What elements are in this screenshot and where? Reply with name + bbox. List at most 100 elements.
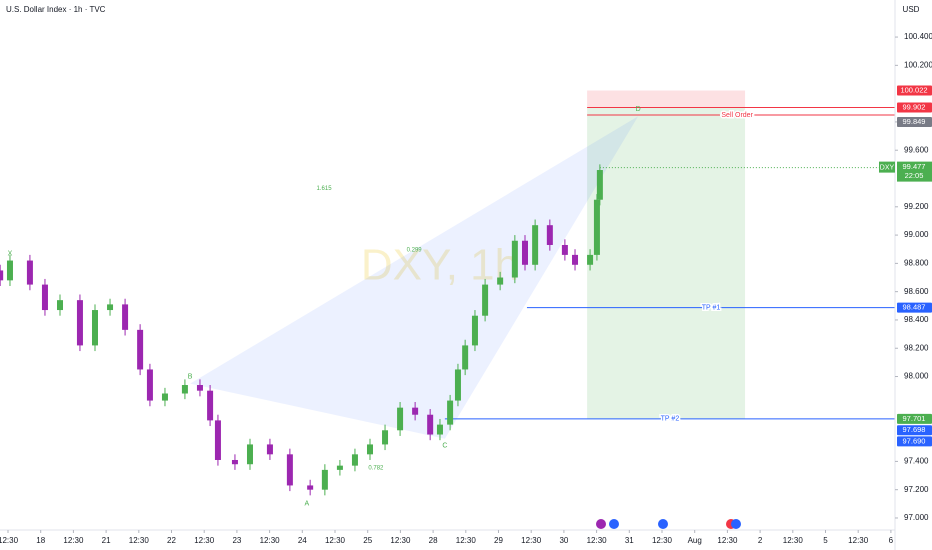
candle-body	[286, 454, 293, 486]
candle-body	[482, 284, 489, 316]
candle-body	[596, 170, 603, 200]
last-price-badge	[897, 161, 932, 182]
candle-body	[447, 400, 454, 425]
event-icon[interactable]	[731, 519, 741, 529]
price-badge-label: 99.849	[903, 117, 926, 126]
candle-body	[397, 407, 404, 431]
x-tick-label: 12:30	[194, 536, 215, 545]
event-icons	[596, 519, 741, 529]
pattern-ratio: 0.782	[368, 465, 384, 471]
price-badge	[897, 425, 932, 436]
pattern-point-label: D	[636, 106, 641, 113]
candle-body	[161, 393, 168, 401]
pattern-fill	[190, 116, 639, 439]
event-icon[interactable]	[658, 519, 668, 529]
x-tick-label: 18	[36, 536, 45, 545]
candle-body	[521, 240, 528, 265]
price-badge	[897, 302, 932, 313]
x-tick-label: 12:30	[717, 536, 738, 545]
x-tick-label: Aug	[688, 536, 702, 545]
candle-body	[412, 407, 419, 415]
event-icon[interactable]	[596, 519, 606, 529]
candle-body	[436, 424, 443, 435]
level-label: TP #2	[661, 416, 680, 423]
candle-body	[214, 420, 221, 460]
candle-body	[587, 254, 594, 265]
candle-body	[546, 225, 553, 245]
level-label: TP #1	[702, 304, 721, 311]
y-tick-label: 99.200	[904, 202, 929, 211]
x-tick-label: 5	[823, 536, 828, 545]
price-badge	[897, 436, 932, 447]
candle-body	[366, 444, 373, 455]
candle-body	[572, 254, 579, 265]
price-badge-label: 97.701	[903, 414, 926, 423]
candle-body	[231, 459, 238, 465]
last-symbol: DXY	[880, 164, 895, 171]
candle-body	[471, 315, 478, 346]
countdown: 22:05	[905, 171, 924, 180]
pattern-point-label: X	[8, 250, 13, 257]
price-badge-label: 97.698	[903, 425, 926, 434]
candle-body	[532, 225, 539, 265]
candle-body	[26, 260, 33, 285]
price-badges: 100.022 99.902 99.849 98.487 97.701 97.698 97.…	[599, 85, 932, 447]
x-tick-label: 6	[889, 536, 894, 545]
x-tick-label: 2	[758, 536, 763, 545]
candle-body	[0, 270, 4, 281]
y-tick-label: 98.600	[904, 287, 929, 296]
candle-body	[497, 277, 504, 285]
price-badge	[897, 85, 932, 96]
pattern-point-label: C	[442, 443, 447, 450]
y-tick-label: 100.400	[904, 32, 932, 41]
pattern-ratio: 0.299	[407, 248, 423, 254]
price-badge-label: 98.487	[903, 303, 926, 312]
candle-body	[122, 304, 129, 330]
x-tick-label: 12:30	[63, 536, 84, 545]
candle-body	[76, 300, 83, 346]
candle-body	[207, 390, 214, 421]
y-tick-label: 100.200	[904, 60, 932, 69]
price-badge-label: 99.902	[903, 102, 926, 111]
plot-area: DXY, 1h Sell Order TP #1 TP #2 X A B C D 1.615 0.2…	[0, 90, 895, 508]
stop-zone	[587, 90, 746, 108]
candle-body	[454, 369, 461, 401]
x-tick-label: 23	[232, 536, 241, 545]
x-tick-label: 12:30	[0, 536, 19, 545]
x-tick-label: 29	[494, 536, 503, 545]
target-zone	[587, 107, 746, 419]
x-tick-label: 31	[625, 536, 634, 545]
price-badge	[897, 413, 932, 424]
candle-body	[196, 385, 203, 391]
pattern-ratio: 1.615	[317, 186, 333, 192]
x-tick-label: 25	[363, 536, 372, 545]
price-badge	[897, 102, 932, 113]
candle-body	[246, 444, 253, 465]
candle-body	[266, 444, 273, 455]
x-tick-label: 12:30	[260, 536, 281, 545]
candle-body	[91, 310, 98, 346]
level-label: Sell Order	[721, 112, 753, 119]
candle-body	[146, 369, 153, 401]
x-tick-label: 12:30	[521, 536, 542, 545]
x-tick-label: 21	[102, 536, 111, 545]
pattern-point-label: B	[188, 373, 193, 380]
candle-body	[321, 469, 328, 490]
x-tick-label: 24	[298, 536, 307, 545]
candle-body	[41, 284, 48, 311]
y-tick-label: 98.400	[904, 315, 929, 324]
candle-body	[427, 414, 434, 435]
y-tick-label: 97.200	[904, 485, 929, 494]
candle-body	[107, 304, 114, 311]
candle-body	[181, 385, 188, 394]
chart-title: U.S. Dollar Index · 1h · TVC	[6, 5, 106, 14]
candle-body	[511, 240, 518, 278]
candle-body	[561, 244, 568, 255]
x-tick-label: 12:30	[390, 536, 411, 545]
x-tick-label: 22	[167, 536, 176, 545]
x-tick-label: 12:30	[652, 536, 673, 545]
y-tick-label: 97.400	[904, 457, 929, 466]
event-icon[interactable]	[609, 519, 619, 529]
